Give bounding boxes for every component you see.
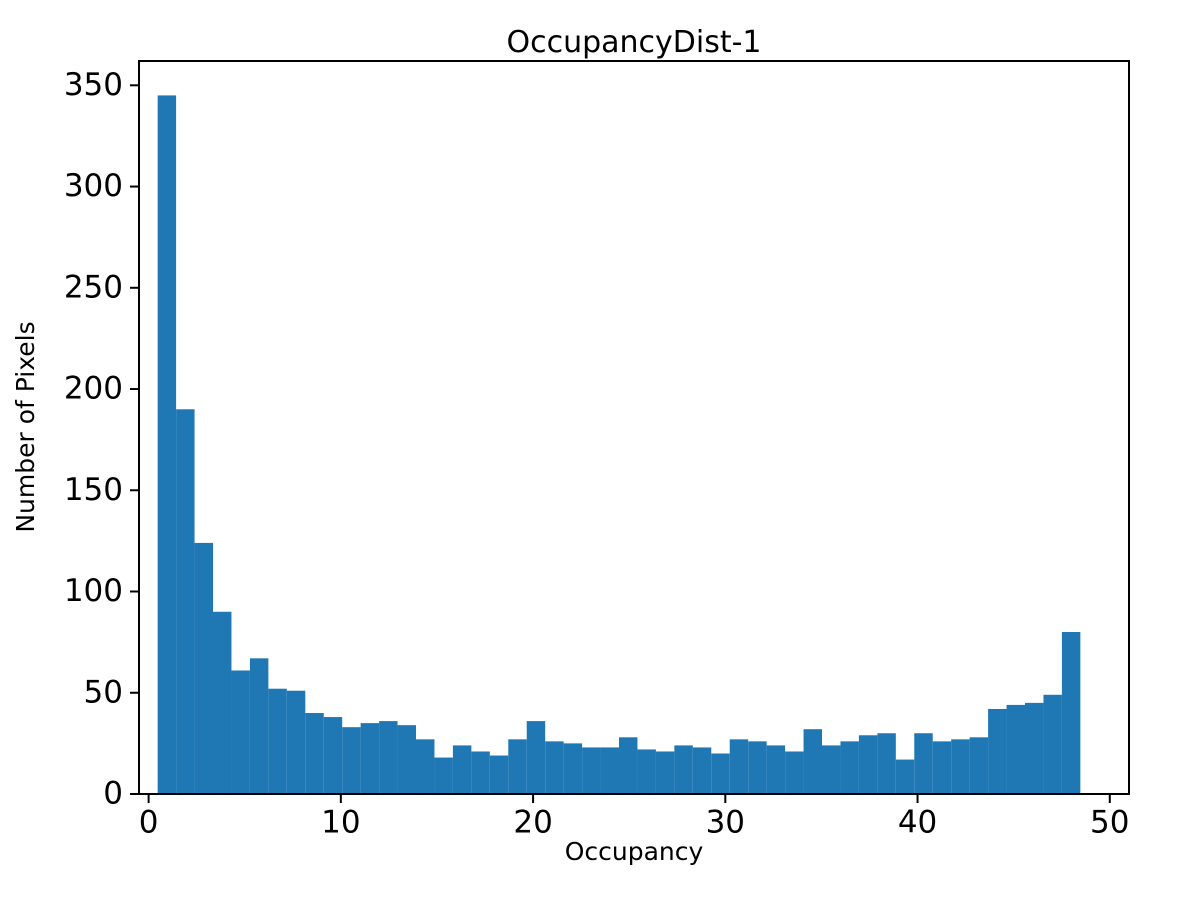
y-axis-label: Number of Pixels [11,321,40,532]
histogram-bar [452,745,472,794]
histogram-bar [231,670,250,794]
axes-spines [138,60,1130,795]
y-tick-label: 50 [84,674,123,710]
histogram-bar [268,688,287,794]
histogram-bar [877,733,896,794]
histogram-bars [157,95,1081,795]
histogram-bar [711,753,730,794]
histogram-bar [563,743,583,794]
histogram-bar [785,751,804,794]
histogram-bar [323,717,343,794]
y-tick-label: 0 [103,776,123,812]
histogram-bar [526,721,546,794]
histogram-bar [637,749,656,794]
histogram-bar [674,745,693,794]
histogram-bar [655,751,675,794]
y-tick-label: 150 [64,472,123,508]
x-tick-label: 50 [1090,804,1129,840]
x-tick-label: 40 [898,804,937,840]
histogram-bar [416,739,435,794]
histogram-bar [766,745,786,794]
histogram-bar [932,741,952,794]
histogram-bar [729,739,749,794]
x-axis-ticks: 0 10 20 30 40 50 [139,794,1130,840]
y-tick-label: 100 [64,573,123,609]
histogram-bar [471,751,490,794]
histogram-bar [213,611,232,794]
histogram-bar [1006,704,1025,794]
histogram-bar [988,708,1007,794]
histogram-bar [969,737,989,794]
histogram-bar [858,735,878,794]
histogram-bar [489,755,509,794]
histogram-bar [157,95,177,795]
y-tick-label: 200 [64,371,123,407]
y-tick-label: 350 [64,67,123,103]
x-tick-label: 10 [321,804,360,840]
chart-title: OccupancyDist-1 [506,25,761,60]
histogram-bar [822,745,841,794]
histogram-bar [1025,702,1044,794]
histogram-bar [582,747,601,794]
histogram-bar [305,713,324,794]
histogram-bar [342,727,361,794]
histogram-bar [194,542,214,794]
histogram-bar [748,741,767,794]
histogram-bar [692,747,712,794]
histogram-bar [286,690,306,794]
x-tick-label: 20 [513,804,552,840]
histogram-bar [508,739,527,794]
histogram-bar [951,739,970,794]
histogram-bar [545,741,564,794]
histogram-bar [360,723,380,794]
histogram-bar [803,729,822,794]
histogram-bar [1043,694,1062,794]
histogram-bar [434,757,453,794]
y-tick-label: 300 [64,168,123,204]
histogram-bar [619,737,638,794]
x-axis-label: Occupancy [565,837,704,866]
histogram-bar [397,725,416,794]
x-tick-label: 30 [706,804,745,840]
y-axis-ticks: 0 50 100 150 200 250 300 350 [64,67,139,812]
y-tick-label: 250 [64,269,123,305]
histogram-bar [914,733,933,794]
histogram-bar [840,741,859,794]
plot-area-background [139,61,1129,794]
x-tick-label: 0 [139,804,159,840]
histogram-bar [249,658,269,794]
histogram-bar [600,747,619,794]
histogram-bar [1061,632,1081,794]
histogram-bar [379,721,398,794]
histogram-bar [176,409,195,794]
histogram-bar [895,759,915,794]
